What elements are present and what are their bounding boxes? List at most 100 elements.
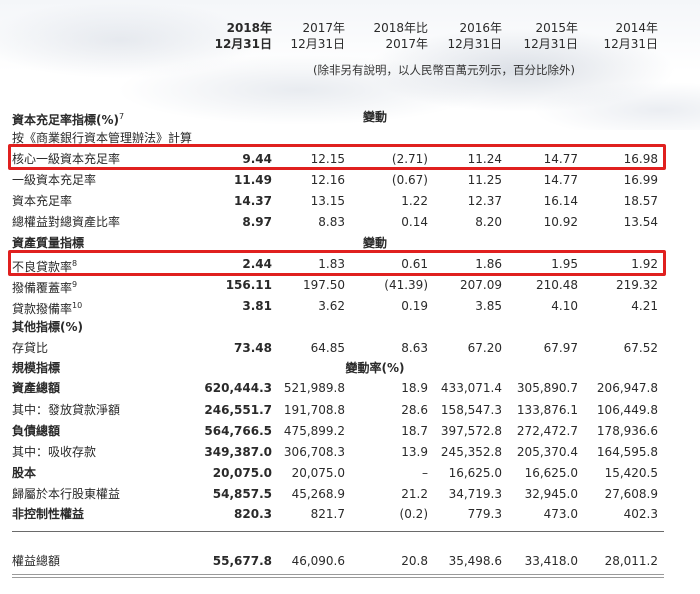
value-2018: 3.81 xyxy=(242,299,272,313)
value-change: 13.9 xyxy=(401,445,428,459)
change-label: 變動 xyxy=(362,236,387,250)
value-2018: 246,551.7 xyxy=(204,403,272,417)
row-label: 不良貸款率8 xyxy=(12,259,78,274)
value-2015: 1.95 xyxy=(551,257,578,271)
value-2014: 4.21 xyxy=(631,299,658,313)
value-2015: 210.48 xyxy=(536,278,578,292)
header-col-2014: 2014年 12月31日 xyxy=(585,20,658,52)
header-date: 12月31日 xyxy=(447,37,502,51)
header-col-change: 2018年比 2017年 xyxy=(355,20,428,52)
section-scale-header: 規模指標 變動率(%) xyxy=(0,357,700,379)
header-date: 12月31日 xyxy=(603,37,658,51)
value-2017: 3.62 xyxy=(318,299,345,313)
value-2018: 54,857.5 xyxy=(212,487,272,501)
row-label: 撥備覆蓋率9 xyxy=(12,280,78,295)
header-col-2018: 2018年 12月31日 xyxy=(200,20,272,52)
unit-note: (除非另有說明，以人民幣百萬元列示，百分比除外) xyxy=(313,63,575,77)
row-label: 一級資本充足率 xyxy=(12,173,97,187)
value-change: (0.67) xyxy=(391,173,428,187)
value-change: 1.22 xyxy=(401,194,428,208)
value-2014: 27,608.9 xyxy=(604,487,658,501)
value-2016: 1.86 xyxy=(475,257,502,271)
value-change: 0.61 xyxy=(401,257,428,271)
value-2014: 67.52 xyxy=(623,341,658,355)
value-2015: 4.10 xyxy=(551,299,578,313)
value-2016: 34,719.3 xyxy=(448,487,502,501)
section-title: 其他指標(%) xyxy=(12,320,83,334)
row-label: 非控制性權益 xyxy=(12,507,85,521)
value-2014: 206,947.8 xyxy=(596,381,658,395)
value-2015: 272,472.7 xyxy=(516,424,578,438)
row-label: 存貸比 xyxy=(12,341,49,355)
value-2017: 46,090.6 xyxy=(291,554,345,568)
value-2017: 191,708.8 xyxy=(283,403,345,417)
header-date: 12月31日 xyxy=(290,37,345,51)
value-2015: 10.92 xyxy=(543,215,578,229)
header-year: 2014年 xyxy=(615,21,658,35)
value-2018: 14.37 xyxy=(234,194,272,208)
header-year: 2017年 xyxy=(302,21,345,35)
header-col-2017: 2017年 12月31日 xyxy=(275,20,345,52)
header-year: 2018年比 xyxy=(373,21,428,35)
row-label: 其中：發放貸款淨額 xyxy=(12,403,121,417)
header-date: 12月31日 xyxy=(523,37,578,51)
row-label: 股本 xyxy=(12,466,37,480)
header-date: 2017年 xyxy=(385,37,428,51)
value-2017: 821.7 xyxy=(310,507,345,521)
change-label: 變動 xyxy=(362,110,387,124)
table-row: 核心一級資本充足率 9.44 12.15 (2.71) 11.24 14.77 … xyxy=(0,148,700,170)
header-date: 12月31日 xyxy=(214,37,272,51)
value-change: 8.63 xyxy=(401,341,428,355)
change-rate-label: 變動率(%) xyxy=(345,361,405,375)
value-2017: 197.50 xyxy=(303,278,345,292)
table-row: 股本 20,075.0 20,075.0 – 16,625.0 16,625.0… xyxy=(0,462,700,484)
value-2018: 9.44 xyxy=(242,152,272,166)
row-label: 負債總額 xyxy=(12,424,61,438)
row-label: 核心一級資本充足率 xyxy=(12,152,121,166)
value-2017: 306,708.3 xyxy=(283,445,345,459)
value-2015: 14.77 xyxy=(543,152,578,166)
table-row: 存貸比 73.48 64.85 8.63 67.20 67.97 67.52 xyxy=(0,337,700,359)
table-row: 資產總額 620,444.3 521,989.8 18.9 433,071.4 … xyxy=(0,377,700,399)
value-2018: 8.97 xyxy=(242,215,272,229)
table-row: 歸屬於本行股東權益 54,857.5 45,268.9 21.2 34,719.… xyxy=(0,483,700,505)
value-change: 28.6 xyxy=(401,403,428,417)
section-capital-note: 按《商業銀行資本管理辦法》計算 xyxy=(0,127,700,149)
table-row: 負債總額 564,766.5 475,899.2 18.7 397,572.8 … xyxy=(0,420,700,442)
method-note: 按《商業銀行資本管理辦法》計算 xyxy=(12,131,193,145)
value-2017: 12.16 xyxy=(310,173,345,187)
value-2015: 14.77 xyxy=(543,173,578,187)
row-label: 權益總額 xyxy=(12,554,61,568)
value-2014: 106,449.8 xyxy=(596,403,658,417)
value-2016: 207.09 xyxy=(460,278,502,292)
value-2016: 12.37 xyxy=(467,194,502,208)
table-row: 貸款撥備率10 3.81 3.62 0.19 3.85 4.10 4.21 xyxy=(0,295,700,317)
table-row: 其中：吸收存款 349,387.0 306,708.3 13.9 245,352… xyxy=(0,441,700,463)
header-year: 2018年 xyxy=(226,21,272,35)
bottom-rule-double xyxy=(12,577,664,578)
value-2016: 433,071.4 xyxy=(440,381,502,395)
section-title: 規模指標 xyxy=(12,361,61,375)
value-2015: 205,370.4 xyxy=(516,445,578,459)
table-row-total-equity: 權益總額 55,677.8 46,090.6 20.8 35,498.6 33,… xyxy=(0,550,700,572)
value-2017: 12.15 xyxy=(310,152,345,166)
value-2014: 15,420.5 xyxy=(604,466,658,480)
table-row: 不良貸款率8 2.44 1.83 0.61 1.86 1.95 1.92 xyxy=(0,253,700,275)
value-2018: 20,075.0 xyxy=(212,466,272,480)
value-2018: 564,766.5 xyxy=(204,424,272,438)
section-title: 資本充足率指標(%)7 xyxy=(12,112,125,127)
value-2016: 35,498.6 xyxy=(448,554,502,568)
value-2014: 16.99 xyxy=(623,173,658,187)
row-label: 總權益對總資產比率 xyxy=(12,215,121,229)
value-2016: 779.3 xyxy=(467,507,502,521)
value-2015: 473.0 xyxy=(543,507,578,521)
value-2015: 16.14 xyxy=(543,194,578,208)
value-2014: 28,011.2 xyxy=(604,554,658,568)
value-2015: 32,945.0 xyxy=(524,487,578,501)
value-change: 18.7 xyxy=(401,424,428,438)
value-2017: 8.83 xyxy=(318,215,345,229)
value-2018: 156.11 xyxy=(225,278,272,292)
row-label: 歸屬於本行股東權益 xyxy=(12,487,121,501)
value-2014: 402.3 xyxy=(623,507,658,521)
value-change: 18.9 xyxy=(401,381,428,395)
